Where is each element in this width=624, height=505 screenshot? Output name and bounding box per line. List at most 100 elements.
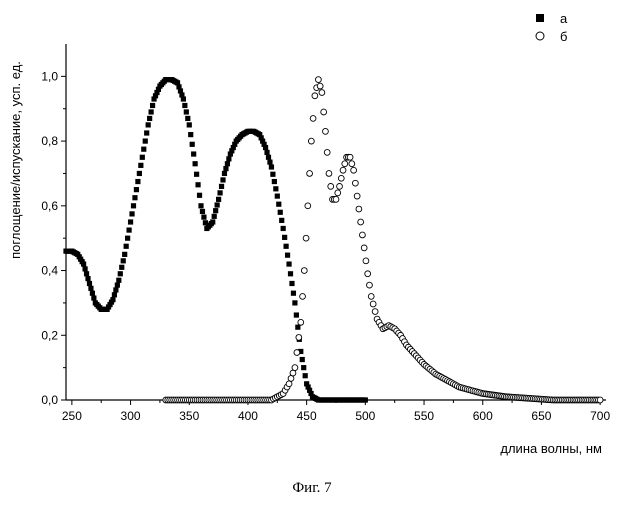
legend-marker-a	[536, 14, 544, 22]
series-b	[163, 77, 603, 403]
data-point	[91, 295, 96, 300]
data-point	[191, 151, 196, 156]
data-point	[134, 187, 139, 192]
data-point	[301, 365, 306, 370]
data-point	[90, 291, 95, 296]
series-layer	[63, 77, 603, 403]
data-point	[305, 203, 311, 209]
data-point	[140, 155, 145, 160]
data-point	[367, 282, 373, 288]
data-point	[193, 161, 198, 166]
data-point	[270, 172, 275, 177]
data-point	[289, 281, 294, 286]
data-point	[124, 244, 129, 249]
data-point	[112, 292, 117, 297]
legend: аб	[536, 11, 568, 44]
data-point	[328, 184, 334, 190]
data-point	[352, 180, 358, 186]
data-point	[288, 376, 294, 382]
data-point	[223, 166, 228, 171]
y-tick-label: 0,4	[41, 264, 58, 278]
data-point	[358, 219, 364, 225]
data-point	[226, 156, 231, 161]
legend-label: б	[560, 29, 567, 44]
legend-label: а	[560, 11, 568, 26]
data-point	[354, 193, 360, 199]
data-point	[137, 171, 142, 176]
data-point	[333, 196, 339, 202]
data-point	[266, 155, 271, 160]
data-point	[132, 195, 137, 200]
data-point	[263, 145, 268, 150]
data-point	[146, 122, 151, 127]
chart-svg: 2503003504004505005506006507000,00,20,40…	[0, 0, 624, 500]
figure-caption: Фиг. 7	[292, 480, 332, 496]
data-point	[129, 211, 134, 216]
data-point	[335, 190, 341, 196]
y-tick-label: 0,0	[41, 393, 58, 407]
y-tick-label: 0,6	[41, 199, 58, 213]
data-point	[363, 258, 369, 264]
data-point	[281, 226, 286, 231]
data-point	[292, 365, 298, 371]
data-point	[264, 150, 269, 155]
x-tick-label: 500	[355, 409, 375, 423]
data-point	[323, 128, 329, 134]
data-point	[303, 373, 308, 378]
x-tick-label: 550	[414, 409, 434, 423]
data-point	[138, 163, 143, 168]
data-point	[363, 397, 368, 402]
data-point	[361, 245, 367, 251]
data-point	[141, 147, 146, 152]
data-point	[197, 193, 202, 198]
data-point	[147, 116, 152, 121]
x-tick-label: 650	[531, 409, 551, 423]
data-point	[349, 161, 355, 167]
data-point	[213, 208, 218, 213]
data-point	[187, 122, 192, 127]
data-point	[219, 184, 224, 189]
data-point	[143, 138, 148, 143]
series-a	[63, 77, 368, 403]
data-point	[220, 177, 225, 182]
data-point	[121, 258, 126, 263]
y-tick-label: 0,8	[41, 134, 58, 148]
data-point	[131, 203, 136, 208]
data-point	[267, 160, 272, 165]
data-point	[286, 381, 292, 387]
x-tick-label: 400	[238, 409, 258, 423]
data-point	[317, 83, 323, 89]
data-point	[222, 171, 227, 176]
data-point	[279, 218, 284, 223]
data-point	[276, 202, 281, 207]
data-point	[125, 236, 130, 241]
data-point	[288, 271, 293, 276]
data-point	[201, 215, 206, 220]
data-point	[182, 103, 187, 108]
data-point	[113, 287, 118, 292]
data-point	[118, 271, 123, 276]
data-point	[194, 172, 199, 177]
data-point	[88, 286, 93, 291]
data-point	[310, 116, 316, 122]
x-tick-label: 700	[590, 409, 610, 423]
data-point	[301, 268, 307, 274]
legend-marker-b	[536, 32, 544, 40]
data-point	[198, 203, 203, 208]
data-point	[284, 244, 289, 249]
data-point	[84, 271, 89, 276]
data-point	[225, 161, 230, 166]
data-point	[122, 252, 127, 257]
data-point	[110, 297, 115, 302]
data-point	[294, 350, 300, 356]
data-point	[269, 164, 274, 169]
data-point	[82, 266, 87, 271]
data-point	[370, 301, 376, 307]
data-point	[128, 219, 133, 224]
data-point	[135, 179, 140, 184]
data-point	[291, 291, 296, 296]
data-point	[365, 271, 371, 277]
y-axis-title: поглощение/испускание, усп. ед.	[8, 61, 23, 259]
data-point	[337, 184, 343, 190]
x-tick-label: 250	[62, 409, 82, 423]
